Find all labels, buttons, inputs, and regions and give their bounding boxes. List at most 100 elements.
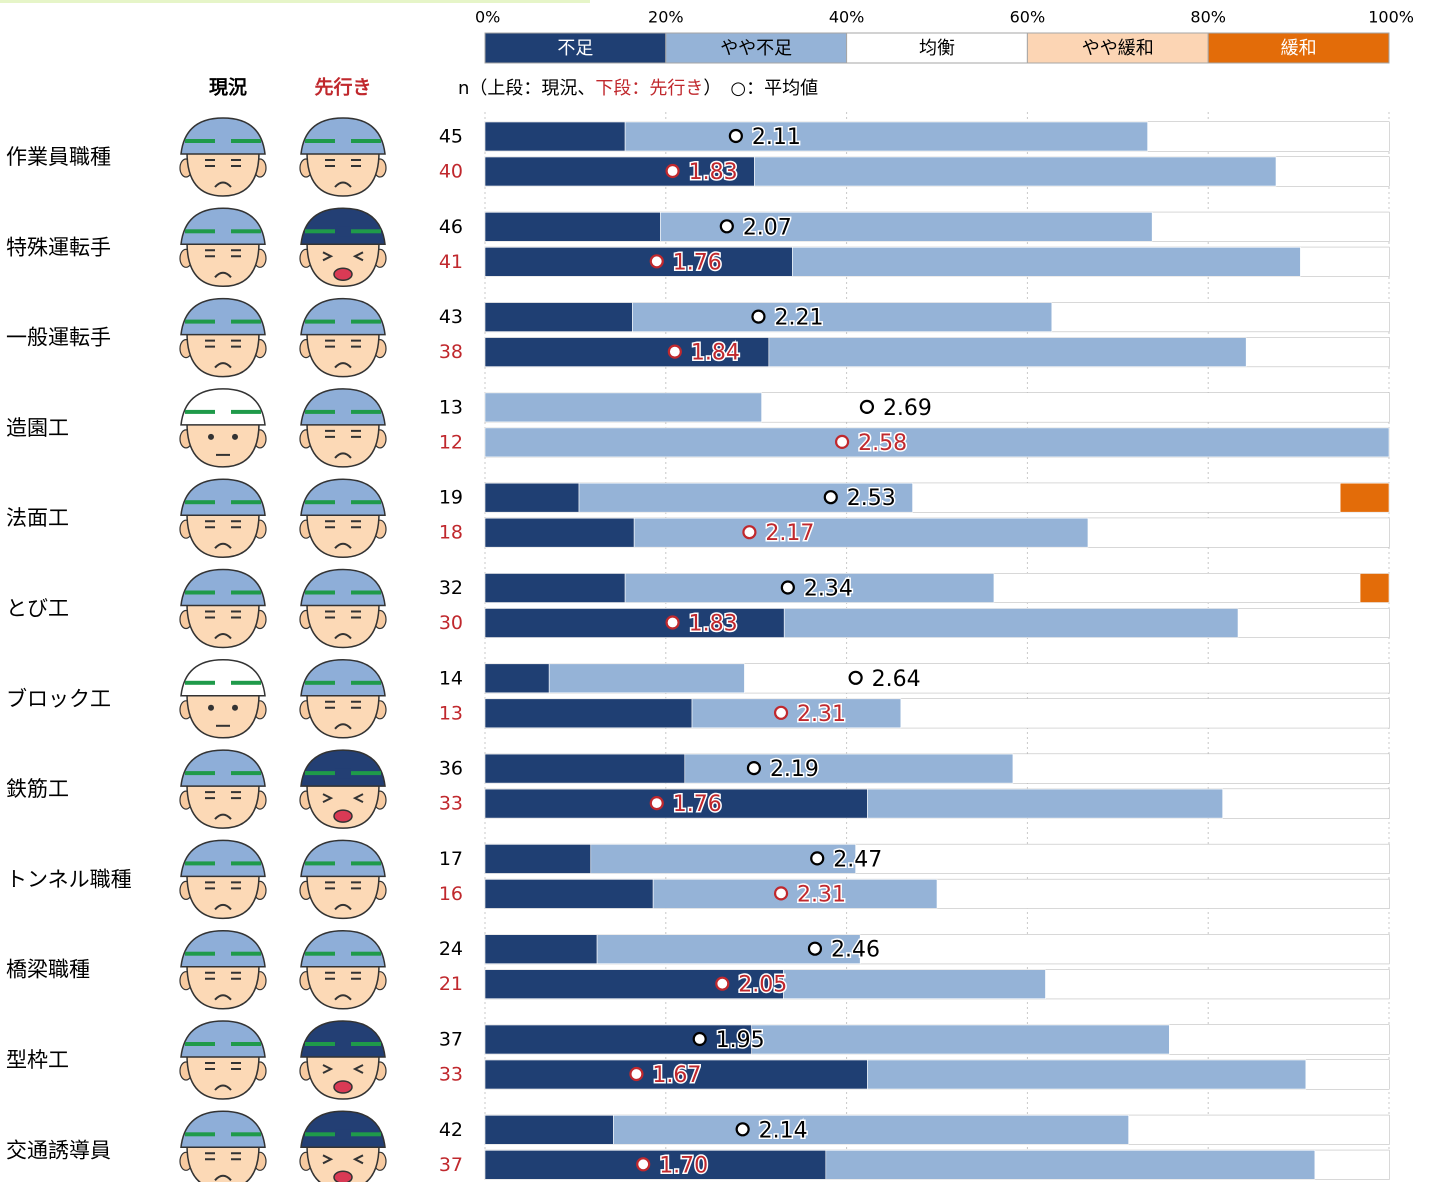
mean-label: 2.69 <box>883 396 932 421</box>
bar-segment <box>825 1150 1316 1180</box>
helmet-logo <box>335 587 351 598</box>
mean-label: 1.95 <box>716 1028 765 1053</box>
bar-segment <box>684 753 1014 784</box>
category-label: 交通誘導員 <box>6 1138 111 1162</box>
n-label: 32 <box>439 577 463 599</box>
helmet-logo <box>215 226 231 237</box>
n-label: 45 <box>439 126 463 148</box>
n-label: 13 <box>439 702 463 724</box>
top-accent <box>0 0 590 3</box>
mouth <box>333 809 353 823</box>
eye <box>351 610 361 619</box>
bar-segment <box>1128 1115 1389 1145</box>
mean-marker <box>636 1157 651 1172</box>
worker-icon <box>299 478 387 558</box>
bar-segment <box>792 247 1301 277</box>
bar-segment <box>484 573 626 603</box>
n-label: 43 <box>439 306 463 328</box>
bar-segment <box>484 663 550 694</box>
bar-segment <box>783 608 1239 638</box>
category-label: とび工 <box>6 597 69 621</box>
mean-marker <box>728 128 743 144</box>
bar-segment <box>632 302 1053 332</box>
bar-segment <box>578 482 913 513</box>
worker-icon <box>299 749 387 829</box>
face <box>186 1144 260 1182</box>
helmet-logo <box>335 406 351 417</box>
eye <box>205 159 215 167</box>
bar-segment <box>484 1115 614 1145</box>
face <box>306 151 380 197</box>
n-label: 42 <box>439 1119 463 1141</box>
face <box>186 783 260 829</box>
bar-segment <box>1147 122 1389 151</box>
helmet-logo <box>215 1039 231 1049</box>
face <box>186 873 260 920</box>
bar-segment <box>754 156 1277 187</box>
n-label: 21 <box>439 973 463 995</box>
eye <box>322 1064 334 1074</box>
n-label: 33 <box>439 793 463 815</box>
helmet-logo <box>215 1129 231 1140</box>
category-label: 鉄筋工 <box>6 777 69 801</box>
n-label: 12 <box>439 431 463 453</box>
eye <box>352 1064 364 1074</box>
helmet-logo <box>335 948 351 959</box>
n-label: 36 <box>439 758 463 780</box>
helmet-logo <box>215 587 231 598</box>
legend-swatch <box>846 32 1028 64</box>
note-part: ） ○：平均値 <box>703 78 818 99</box>
mouth <box>334 723 352 730</box>
mean-label: 2.47 <box>833 847 882 872</box>
eye <box>205 249 215 258</box>
mouth <box>214 271 232 278</box>
bar-segment <box>484 969 784 1000</box>
bar-segment <box>1339 482 1390 513</box>
bar-segment <box>860 934 1389 964</box>
mean-label: 1.70 <box>659 1153 708 1178</box>
bar-segment <box>548 663 745 694</box>
n-label: 33 <box>439 1064 463 1086</box>
worker-icon <box>299 839 387 920</box>
worker-icon <box>179 207 267 288</box>
face <box>306 1144 380 1182</box>
mouth <box>214 994 232 1001</box>
legend-label: 均衡 <box>919 38 955 59</box>
bar-segment <box>768 337 1247 367</box>
eye <box>322 251 334 262</box>
bar-segment <box>484 482 580 513</box>
mean-marker <box>751 309 766 324</box>
legend-label: 不足 <box>557 38 593 59</box>
mean-marker <box>823 490 838 505</box>
mean-label: 1.76 <box>673 792 722 817</box>
bar-segment <box>1359 573 1390 603</box>
mean-label: 2.05 <box>738 973 787 998</box>
mean-marker <box>742 525 757 540</box>
eye <box>231 159 241 167</box>
worker-icon <box>179 478 267 558</box>
x-tick-label: 100% <box>1368 8 1414 27</box>
bar-segment <box>1012 754 1389 784</box>
helmet-logo <box>335 768 351 779</box>
category-label: 作業員職種 <box>6 145 111 169</box>
bar-segment <box>484 247 793 277</box>
worker-icon <box>179 659 267 739</box>
worker-icon <box>299 929 387 1010</box>
bar-segment <box>484 879 654 909</box>
bar-segment <box>1238 608 1389 638</box>
worker-icon <box>179 839 267 920</box>
mean-label: 2.07 <box>743 215 792 240</box>
bar-segment <box>484 698 693 729</box>
category-label: ブロック工 <box>6 687 111 711</box>
n-label: 14 <box>439 667 463 689</box>
bar-segment <box>855 844 1389 874</box>
bar-segment <box>484 517 635 548</box>
eye <box>231 1152 241 1161</box>
mean-label: 1.83 <box>689 160 738 185</box>
eye <box>231 791 241 800</box>
mouth <box>214 362 232 369</box>
x-tick-label: 60% <box>1010 8 1046 27</box>
n-label: 46 <box>439 216 463 238</box>
column-header: 現況 <box>209 76 247 99</box>
bar-segment <box>751 1024 1170 1055</box>
